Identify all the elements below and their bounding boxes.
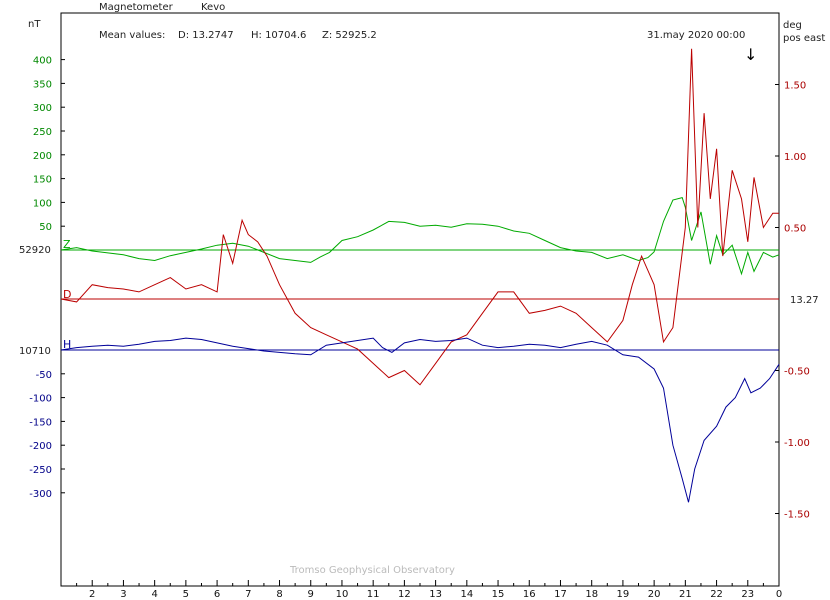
left-tick-label-positive: 250: [33, 127, 52, 138]
z-trace-letter: Z: [63, 238, 71, 251]
trace-d: [60, 48, 779, 386]
trace-h: [60, 337, 780, 503]
x-tick-label: 19: [617, 589, 630, 600]
h-trace-letter: H: [63, 338, 71, 351]
x-tick-label: 11: [367, 589, 380, 600]
down-arrow-icon: ↓: [744, 45, 757, 64]
right-axis-unit-pos-east: pos east: [783, 33, 825, 44]
x-tick-label: 17: [554, 589, 567, 600]
right-axis-ticks: 1.50 1.00 0.50 -0.50 -1.00 -1.50: [775, 81, 810, 521]
trace-z: [60, 196, 780, 276]
right-tick-label: 0.50: [784, 224, 806, 235]
left-tick-label-positive: 50: [39, 222, 52, 233]
left-tick-label-positive: 150: [33, 175, 52, 186]
right-tick-label: -1.00: [784, 438, 810, 449]
x-tick-label: 21: [679, 589, 692, 600]
x-tick-label: 4: [151, 589, 157, 600]
left-tick-label-negative: -100: [29, 394, 52, 405]
x-tick-label: 22: [710, 589, 723, 600]
left-axis-ticks: 400 350 300 250 200 150 100 50 -50 -100 -150 -200 -2…: [29, 56, 65, 500]
x-tick-label: 13: [429, 589, 442, 600]
left-tick-label-negative: -200: [29, 441, 52, 452]
d-baseline-label: 13.27: [790, 295, 819, 306]
mean-z-value: Z: 52925.2: [322, 30, 377, 41]
timestamp: 31.may 2020 00:00: [647, 30, 745, 41]
right-tick-label: -0.50: [784, 367, 810, 378]
z-baseline-label: 52920: [19, 245, 51, 256]
left-tick-label-positive: 400: [33, 56, 52, 67]
x-tick-label: 23: [741, 589, 754, 600]
station-name: Kevo: [201, 2, 225, 13]
x-tick-label: 6: [214, 589, 220, 600]
x-tick-label: 10: [336, 589, 349, 600]
x-tick-label: 5: [183, 589, 189, 600]
left-axis-unit: nT: [28, 19, 41, 30]
x-tick-label: 12: [398, 589, 411, 600]
x-axis-ticks: 2 3 4 5 6 7 8 9 10 11 12 13 14 15 16 17 18 19 20 21 22 23 0: [76, 580, 782, 600]
x-tick-label: 15: [492, 589, 505, 600]
right-tick-label: -1.50: [784, 510, 810, 521]
left-tick-label-positive: 300: [33, 103, 52, 114]
mean-values-label: Mean values:: [99, 30, 165, 41]
left-tick-label-positive: 100: [33, 198, 52, 209]
x-tick-label: 0: [776, 589, 782, 600]
right-axis-unit-deg: deg: [783, 20, 802, 31]
traces: [60, 48, 780, 503]
mean-h-value: H: 10704.6: [251, 30, 306, 41]
left-tick-label-negative: -150: [29, 417, 52, 428]
left-tick-label-positive: 200: [33, 151, 52, 162]
x-tick-label: 14: [460, 589, 473, 600]
x-tick-label: 2: [89, 589, 95, 600]
x-tick-label: 8: [276, 589, 282, 600]
observatory-credit: Tromso Geophysical Observatory: [289, 565, 455, 576]
baselines: [61, 249, 779, 351]
left-tick-label-negative: -300: [29, 489, 52, 500]
x-tick-label: 7: [245, 589, 251, 600]
left-tick-label-negative: -250: [29, 465, 52, 476]
right-tick-label: 1.00: [784, 152, 806, 163]
x-tick-label: 9: [308, 589, 314, 600]
d-trace-letter: D: [63, 288, 71, 301]
h-baseline-label: 10710: [19, 346, 51, 357]
left-tick-label-positive: 350: [33, 79, 52, 90]
right-tick-label: 1.50: [784, 81, 806, 92]
mean-d-value: D: 13.2747: [178, 30, 234, 41]
x-tick-label: 18: [585, 589, 598, 600]
left-tick-label-negative: -50: [36, 370, 52, 381]
x-tick-label: 20: [648, 589, 661, 600]
x-tick-label: 3: [120, 589, 126, 600]
x-tick-label: 16: [523, 589, 536, 600]
chart-title: Magnetometer: [99, 2, 174, 13]
